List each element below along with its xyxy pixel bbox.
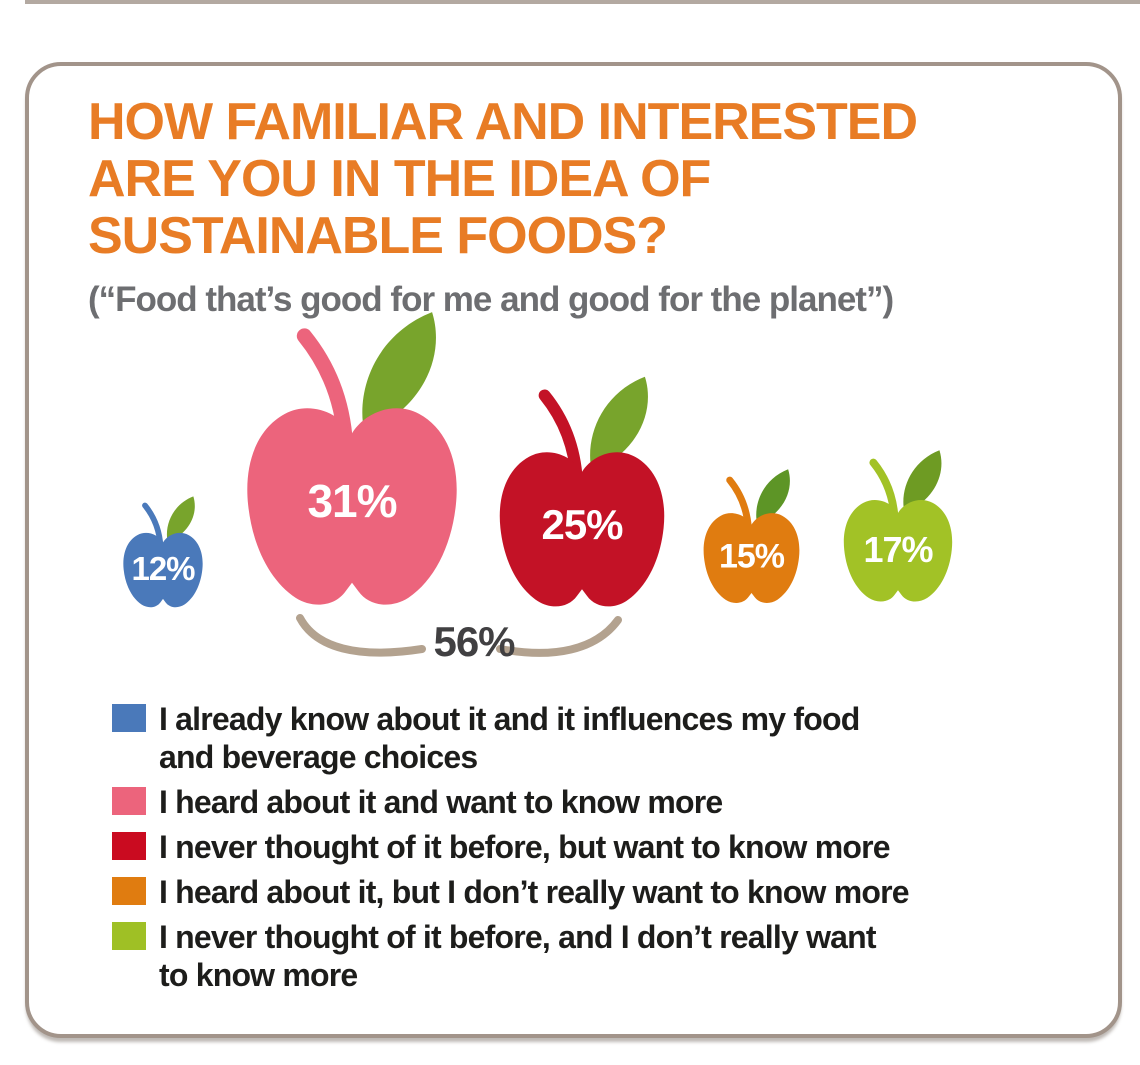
legend-label: I already know about it and it influence… [159,701,860,775]
chart-title-line-1: HOW FAMILIAR AND INTERESTED [88,93,918,151]
chart-title-line-2: ARE YOU IN THE IDEA OF [88,150,711,208]
legend-item: I never thought of it before, and I don’… [112,918,1072,994]
bracket-curve-icon [296,614,622,657]
apple-15-percent: 15% [702,462,801,613]
legend-label: I heard about it, but I don’t really wan… [159,874,910,910]
legend-label: I never thought of it before, and I don’… [159,919,877,993]
legend-swatch-blue [112,704,146,732]
percent-label: 25% [541,500,623,548]
apple-25-percent: 25% [493,375,671,613]
legend: I already know about it and it influence… [112,700,1072,994]
apple-31-percent: 31% [240,310,464,613]
percent-label: 15% [718,537,785,576]
legend-label: I heard about it and want to know more [159,784,723,820]
legend-label: I never thought of it before, but want t… [159,829,891,865]
apple-17-percent: 17% [842,442,954,613]
apple-icon [493,375,671,613]
percent-label: 17% [863,528,933,570]
legend-swatch-green [112,922,146,950]
legend-swatch-orange [112,877,146,905]
percent-label: 12% [131,549,195,587]
chart-title: HOW FAMILIAR AND INTERESTED ARE YOU IN T… [88,93,918,265]
legend-item: I never thought of it before, but want t… [112,828,1072,866]
apple-icon [240,310,464,613]
bracket-total-label: 56% [433,618,515,665]
chart-title-line-3: SUSTAINABLE FOODS? [88,207,668,265]
legend-swatch-pink [112,787,146,815]
legend-swatch-red [112,832,146,860]
percent-label: 31% [307,474,397,527]
apple-icon [842,442,954,613]
legend-item: I heard about it and want to know more [112,783,1072,821]
legend-item: I already know about it and it influence… [112,700,1072,776]
apple-12-percent: 12% [122,493,204,613]
legend-item: I heard about it, but I don’t really wan… [112,873,1072,911]
chart-subtitle: (“Food that’s good for me and good for t… [88,280,894,319]
top-accent-bar [25,0,1140,4]
